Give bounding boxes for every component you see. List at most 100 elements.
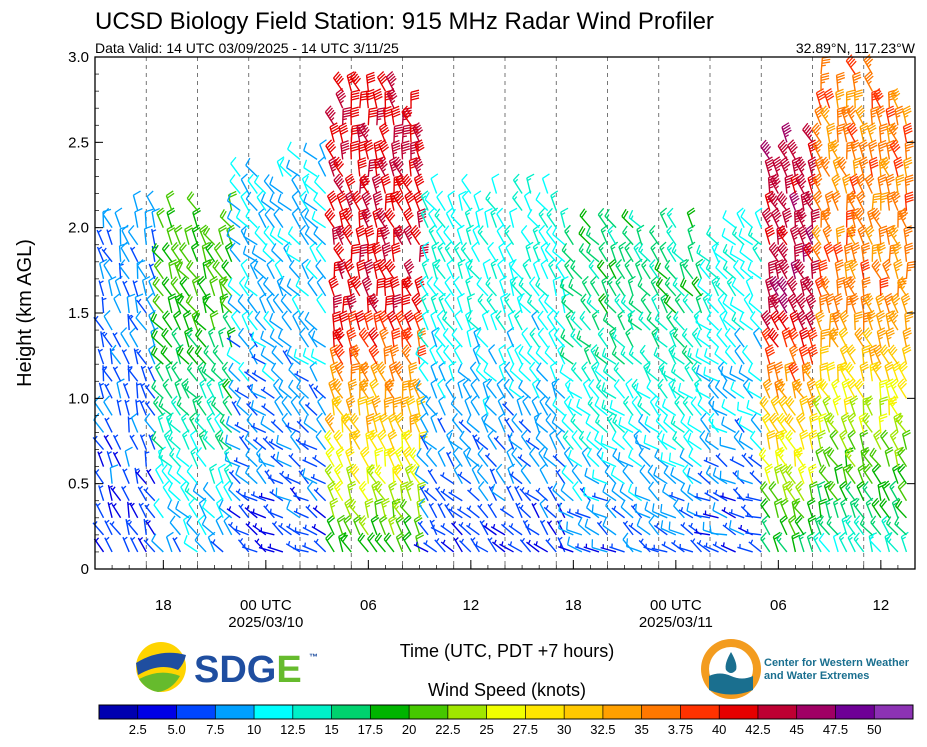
wind-barb: [499, 275, 508, 297]
barb-full-feather: [436, 190, 444, 198]
barb-staff: [324, 436, 335, 450]
barb-staff: [372, 194, 378, 211]
wind-barb: [389, 190, 400, 211]
barb-staff: [286, 354, 301, 365]
barb-full-feather: [388, 312, 396, 319]
barb-full-feather: [298, 395, 305, 403]
barb-half-feather: [521, 537, 526, 543]
barb-staff: [385, 76, 395, 92]
barb-staff: [374, 539, 386, 553]
barb-half-feather: [128, 520, 133, 526]
wind-barb: [135, 310, 147, 331]
barb-half-feather: [516, 502, 521, 506]
barb-full-feather: [371, 480, 380, 487]
barb-staff: [148, 280, 156, 297]
barb-half-feather: [633, 384, 637, 389]
barb-full-feather: [390, 317, 398, 324]
wind-barb: [485, 191, 497, 212]
barb-full-feather: [594, 432, 599, 441]
barb-full-feather: [392, 147, 401, 152]
barb-full-feather: [336, 331, 344, 339]
barb-staff: [274, 401, 284, 416]
barb-staff: [153, 402, 164, 416]
wind-barb: [190, 241, 200, 263]
wind-barb: [357, 396, 367, 416]
barb-staff: [371, 177, 378, 194]
barb-half-feather: [280, 470, 284, 476]
wind-barb: [552, 276, 562, 297]
barb-full-feather: [389, 92, 397, 99]
wind-barb: [286, 278, 301, 297]
barb-staff: [366, 245, 370, 262]
barb-full-feather: [271, 243, 277, 251]
barb-full-feather: [230, 156, 237, 165]
barb-full-feather: [348, 378, 357, 384]
barb-staff: [180, 417, 190, 433]
barb-staff: [382, 109, 387, 126]
wind-barb: [467, 487, 480, 502]
barb-staff: [420, 400, 429, 416]
barb-half-feather: [510, 523, 514, 528]
barb-full-feather: [328, 378, 337, 384]
barb-half-feather: [283, 349, 288, 354]
barb-full-feather: [274, 395, 282, 403]
wind-barb: [254, 225, 267, 246]
barb-staff: [404, 195, 412, 211]
barb-half-feather: [365, 219, 370, 224]
barb-full-feather: [228, 379, 234, 388]
barb-staff: [152, 300, 164, 314]
barb-half-feather: [212, 402, 217, 407]
wind-barb: [457, 471, 472, 485]
barb-half-feather: [515, 485, 520, 490]
barb-half-feather: [442, 488, 446, 494]
barb-full-feather: [335, 361, 343, 368]
wind-barb: [191, 275, 201, 297]
barb-staff: [635, 511, 651, 519]
wind-barb: [350, 362, 360, 382]
wind-barb: [496, 224, 506, 246]
barb-full-feather: [250, 258, 258, 265]
barb-half-feather: [528, 299, 533, 305]
barb-staff: [243, 253, 258, 263]
barb-full-feather: [351, 243, 361, 247]
wind-barb: [617, 309, 626, 331]
barb-full-feather: [324, 463, 332, 471]
barb-staff: [377, 264, 387, 280]
barb-staff: [386, 451, 395, 467]
barb-full-feather: [199, 224, 207, 231]
barb-staff: [261, 370, 275, 382]
barb-staff: [345, 468, 352, 484]
wind-barb: [226, 224, 235, 245]
barb-full-feather: [377, 277, 386, 281]
wind-barb: [436, 190, 446, 211]
barb-full-feather: [514, 344, 522, 351]
barb-full-feather: [509, 207, 518, 213]
barb-full-feather: [348, 297, 356, 304]
barb-full-feather: [402, 446, 410, 454]
barb-staff: [301, 264, 310, 280]
barb-staff: [374, 160, 378, 177]
barb-staff: [221, 265, 233, 280]
barb-full-feather: [177, 294, 183, 303]
wind-barb: [176, 345, 190, 365]
barb-half-feather: [462, 247, 466, 252]
barb-full-feather: [275, 487, 278, 496]
barb-staff: [567, 390, 583, 399]
barb-staff: [392, 504, 404, 519]
barb-full-feather: [397, 163, 404, 171]
barb-full-feather: [365, 429, 374, 435]
barb-staff: [268, 441, 284, 451]
barb-full-feather: [371, 241, 380, 248]
barb-half-feather: [339, 100, 345, 104]
wind-barb: [402, 275, 413, 297]
barb-staff: [286, 252, 301, 263]
barb-staff: [203, 351, 216, 365]
barb-staff: [328, 161, 335, 177]
barb-staff: [206, 383, 216, 399]
barb-half-feather: [114, 366, 119, 370]
barb-half-feather: [160, 454, 164, 460]
barb-full-feather: [263, 276, 269, 285]
wind-barb: [363, 258, 374, 280]
barb-half-feather: [626, 332, 631, 336]
barb-staff: [388, 160, 395, 177]
